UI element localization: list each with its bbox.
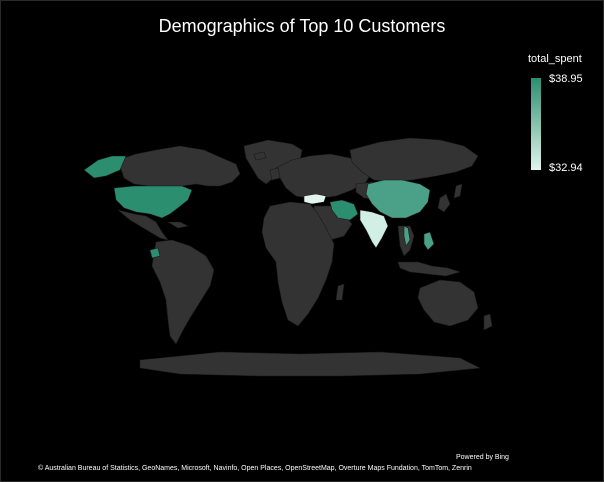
country-indonesia[interactable] [397, 261, 462, 277]
caribbean[interactable] [166, 221, 189, 229]
japan-korea[interactable] [437, 183, 463, 213]
country-vietnam[interactable] [403, 225, 411, 247]
country-china[interactable] [365, 179, 431, 219]
country-iran[interactable] [329, 199, 359, 221]
country-united-states[interactable] [113, 185, 193, 219]
country-turkey[interactable] [303, 193, 327, 205]
legend-color-scale [531, 78, 541, 170]
continent-antarctica[interactable] [139, 351, 482, 377]
map-title: Demographics of Top 10 Customers [158, 16, 446, 36]
legend-title: total_spent [528, 53, 582, 65]
map-credits: © Australian Bureau of Statistics, GeoNa… [38, 465, 472, 472]
country-ecuador[interactable] [149, 247, 161, 259]
country-alaska[interactable] [83, 155, 127, 179]
country-india[interactable] [359, 209, 389, 249]
uk-iceland[interactable] [253, 151, 281, 181]
continent-africa[interactable] [261, 201, 335, 327]
powered-by-bing: Powered by Bing [456, 454, 509, 461]
legend-min-label: $32.94 [549, 162, 583, 174]
country-russia[interactable] [349, 137, 479, 183]
country-canada[interactable] [117, 145, 241, 187]
legend-max-label: $38.95 [549, 73, 583, 85]
continent-south-america[interactable] [151, 239, 215, 345]
country-australia[interactable] [417, 279, 479, 327]
country-new-zealand[interactable] [483, 313, 493, 331]
country-philippines[interactable] [423, 231, 435, 251]
country-mexico[interactable] [117, 209, 169, 241]
country-madagascar[interactable] [335, 283, 345, 301]
